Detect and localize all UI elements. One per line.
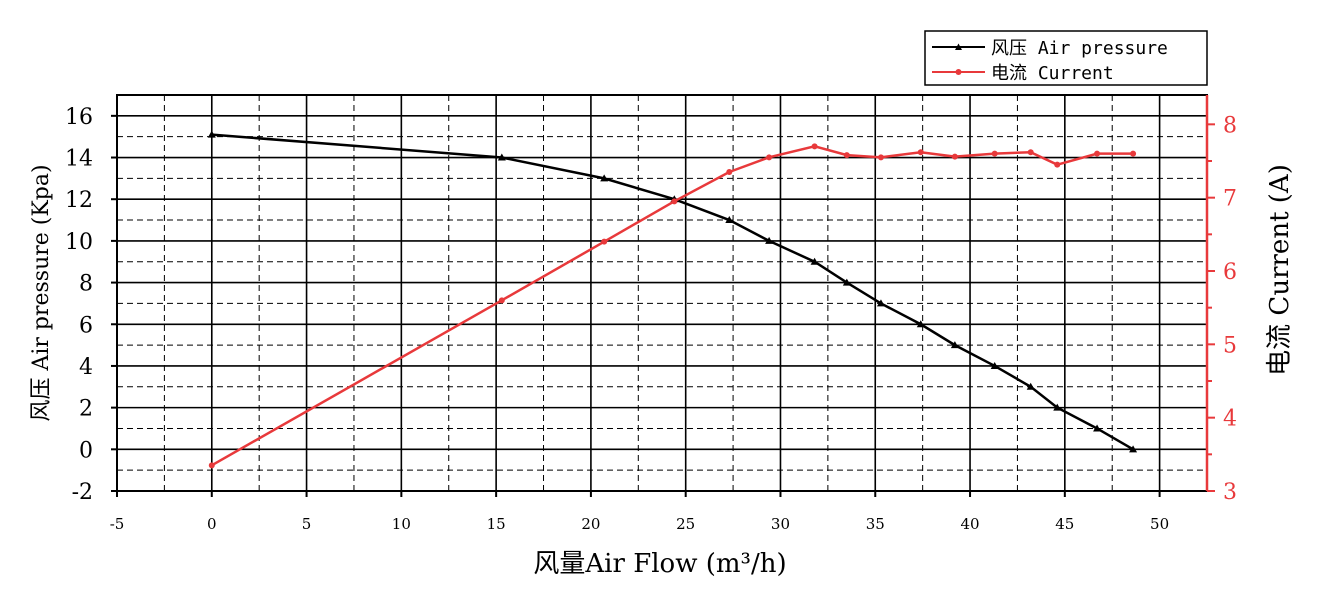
legend-marker-current (955, 69, 962, 75)
data-point-current (951, 153, 958, 160)
y2-axis-title: 电流 Current (A) (1265, 164, 1295, 376)
data-point-air-pressure (842, 278, 851, 286)
series (207, 130, 1138, 469)
data-point-air-pressure (916, 320, 925, 328)
data-point-air-pressure (1053, 403, 1062, 411)
y-tick-label: 6 (79, 313, 93, 338)
legend-label-air-pressure: 风压 Air pressure (991, 38, 1168, 59)
y2-tick-label: 8 (1223, 113, 1237, 138)
y-tick-label: 14 (65, 147, 93, 172)
data-point-current (601, 238, 608, 245)
x-tick-label: 25 (676, 515, 695, 533)
data-point-current (766, 154, 773, 161)
x-axis-title: 风量Air Flow (m³/h) (533, 549, 786, 579)
x-tick-label: 15 (487, 515, 506, 533)
data-point-current (991, 150, 998, 157)
data-point-air-pressure (810, 257, 819, 265)
y2-tick-label: 7 (1223, 187, 1237, 212)
x-tick-label: 20 (581, 515, 600, 533)
legend-label-current: 电流 Current (991, 63, 1114, 84)
data-point-current (498, 297, 505, 304)
y-tick-label: 2 (79, 397, 93, 422)
data-point-air-pressure (497, 153, 506, 161)
data-point-current (726, 169, 733, 175)
data-point-air-pressure (1129, 445, 1138, 453)
data-point-current (917, 149, 924, 156)
data-point-air-pressure (725, 216, 734, 224)
y2-tick-label: 3 (1223, 480, 1237, 505)
legend: 风压 Air pressure 电流 Current (924, 30, 1208, 86)
data-point-air-pressure (1026, 382, 1035, 390)
data-point-air-pressure (765, 236, 774, 244)
x-tick-label: 5 (302, 515, 312, 533)
data-point-air-pressure (876, 299, 885, 307)
y-tick-label: -2 (72, 480, 93, 505)
x-tick-label: 0 (207, 515, 217, 533)
data-point-current (843, 152, 850, 159)
data-point-current (1027, 149, 1034, 156)
x-tick-label: 40 (960, 515, 979, 533)
x-tick-label: 30 (771, 515, 790, 533)
y-tick-label: 8 (79, 272, 93, 297)
y-axis-title: 风压 Air pressure (Kpa) (29, 164, 54, 421)
legend-marker-air-pressure (955, 43, 962, 50)
y-tick-label: 0 (79, 438, 93, 463)
x-tick-label: 35 (866, 515, 885, 533)
data-point-current (671, 198, 678, 205)
y2-tick-label: 6 (1223, 260, 1237, 285)
y2-tick-label: 5 (1223, 333, 1237, 358)
y2-tick-label: 4 (1223, 407, 1237, 432)
plot-frame (116, 94, 1208, 492)
data-point-air-pressure (950, 341, 959, 349)
x-tick-label: 45 (1055, 515, 1074, 533)
y-tick-label: 12 (65, 188, 93, 213)
x-tick-label: -5 (110, 515, 125, 533)
data-point-current (877, 154, 884, 161)
data-point-current (1130, 150, 1137, 157)
y-tick-label: 4 (79, 355, 93, 380)
data-point-air-pressure (600, 174, 609, 182)
x-tick-label: 10 (392, 515, 411, 533)
grid-lines (116, 95, 1208, 492)
y-tick-label: 10 (65, 230, 93, 255)
data-point-air-pressure (990, 361, 999, 369)
data-point-current (1054, 161, 1061, 168)
y-tick-label: 16 (65, 105, 93, 130)
data-point-air-pressure (207, 130, 216, 138)
data-point-current (1094, 150, 1101, 157)
series-line-air-pressure (211, 133, 1134, 451)
x-tick-label: 50 (1150, 515, 1169, 533)
data-point-current (208, 462, 215, 469)
data-point-current (811, 143, 818, 150)
legend-box (924, 30, 1208, 86)
series-line-current (211, 145, 1134, 467)
data-point-air-pressure (1093, 424, 1102, 432)
